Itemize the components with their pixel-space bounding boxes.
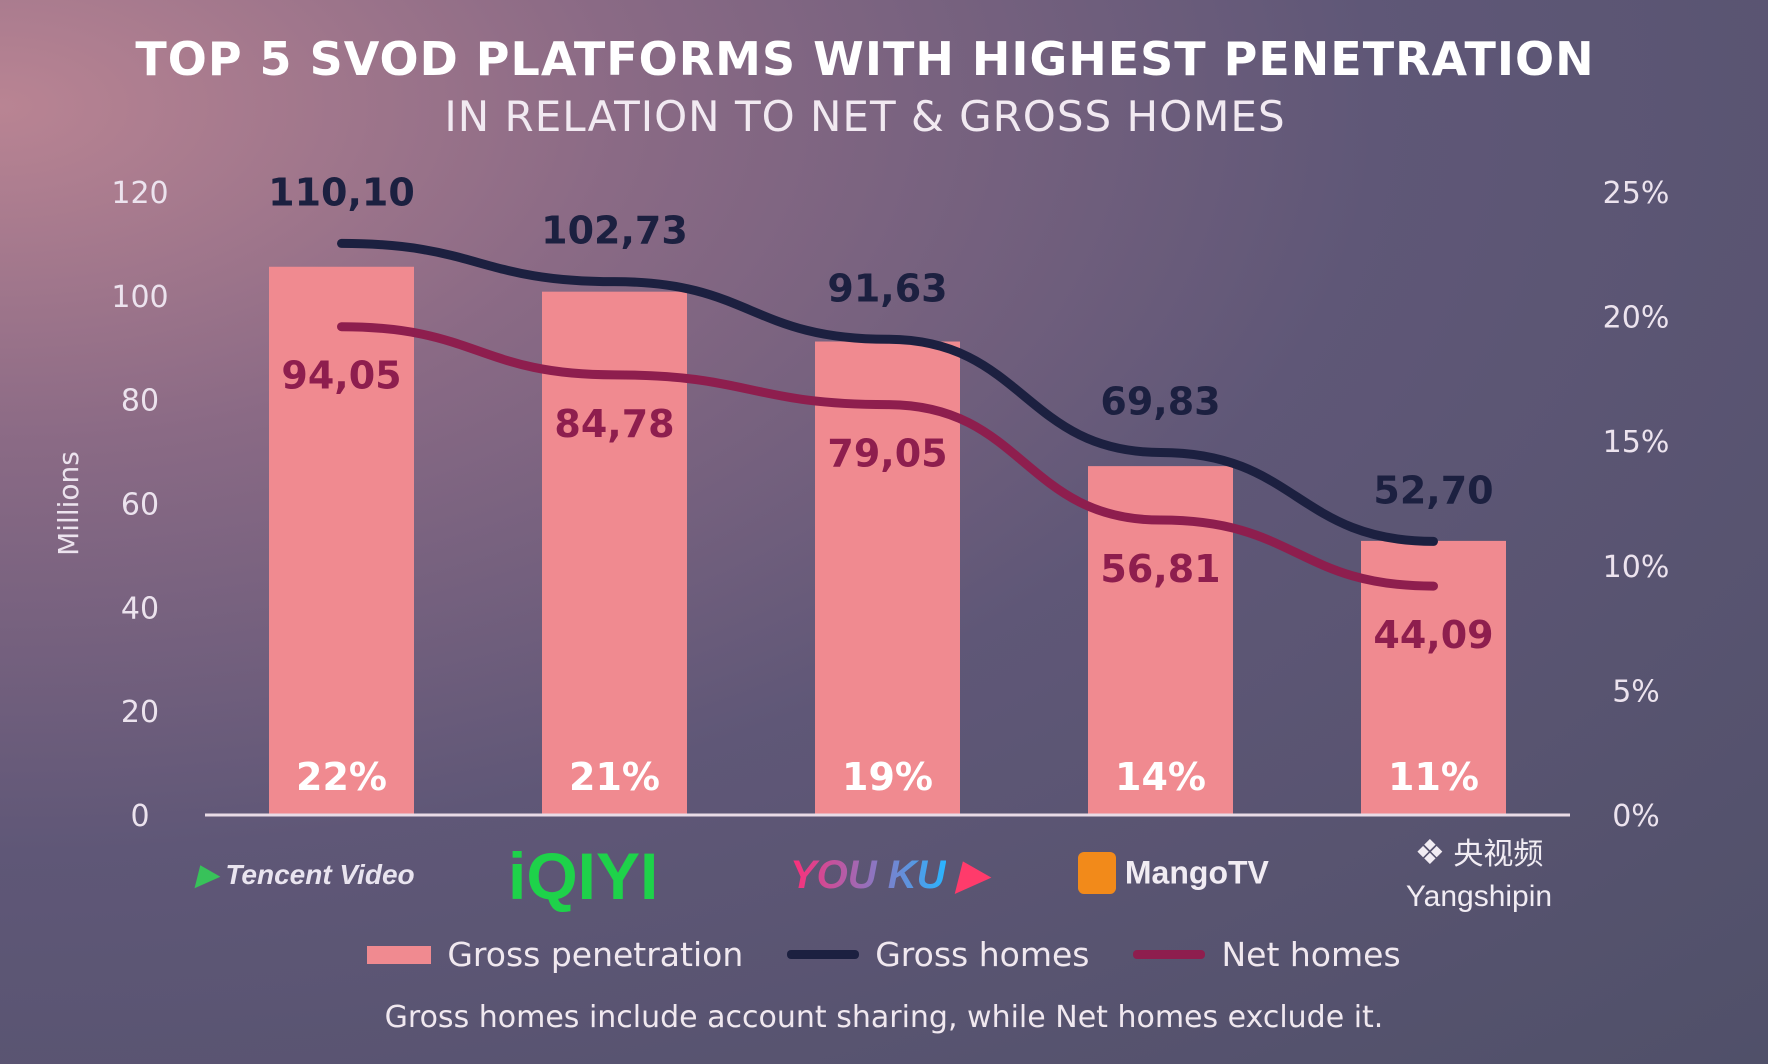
logo-iqiyi: iQIYI [508, 838, 658, 914]
logo-yangshipin: ❖ 央视频 Yangshipin [1384, 832, 1574, 918]
y-tick-label: 80 [121, 384, 159, 419]
bar-label: 21% [569, 755, 660, 799]
gross-homes-label: 91,63 [827, 266, 947, 310]
legend-item-gross-homes: Gross homes [787, 935, 1089, 974]
net-homes-label: 44,09 [1373, 613, 1493, 657]
gross-homes-label: 102,73 [541, 209, 688, 253]
y-tick-label: 0 [130, 799, 149, 834]
gross-homes-label: 69,83 [1100, 379, 1220, 423]
logo-tencent-text: Tencent Video [225, 859, 415, 890]
y2-tick-label: 20% [1603, 301, 1670, 336]
net-homes-label: 84,78 [554, 402, 674, 446]
yangshipin-diamond-icon: ❖ [1414, 834, 1446, 872]
logo-mangotv: MangoTV [1078, 852, 1269, 894]
y-tick-label: 20 [121, 695, 159, 730]
legend-item-net-homes: Net homes [1133, 935, 1401, 974]
legend-swatch-net-homes [1133, 950, 1206, 959]
net-homes-label: 79,05 [827, 432, 947, 476]
y-tick-label: 60 [121, 488, 159, 523]
y2-tick-label: 10% [1603, 550, 1670, 585]
bar-label: 19% [842, 755, 933, 799]
legend-label-gross-penetration: Gross penetration [447, 935, 744, 974]
y2-tick-label: 0% [1612, 799, 1660, 834]
legend-swatch-gross-homes [787, 950, 860, 959]
play-arrow-icon: ▶ [956, 853, 988, 897]
bar-gross-penetration [269, 266, 414, 815]
play-icon: ▶ [196, 859, 218, 890]
gross-homes-label: 52,70 [1373, 468, 1493, 512]
bar-label: 11% [1388, 755, 1479, 799]
footnote: Gross homes include account sharing, whi… [384, 1000, 1384, 1035]
y-tick-label: 100 [111, 280, 168, 315]
bar-label: 22% [296, 755, 387, 799]
legend-item-gross-penetration: Gross penetration [367, 935, 743, 974]
y2-tick-label: 5% [1612, 674, 1660, 709]
legend: Gross penetration Gross homes Net homes [0, 935, 1768, 974]
chart-subtitle: IN RELATION TO NET & GROSS HOMES [444, 92, 1286, 141]
logo-yangshipin-text: 央视频 Yangshipin [1405, 838, 1553, 913]
legend-label-gross-homes: Gross homes [875, 935, 1090, 974]
logo-tencent-video: ▶ Tencent Video [196, 858, 415, 891]
gross-homes-label: 110,10 [268, 170, 415, 214]
legend-label-net-homes: Net homes [1221, 935, 1401, 974]
logo-youku: YOU KU ▶ [790, 852, 987, 898]
line-net-homes [337, 322, 1438, 591]
bar-gross-penetration [815, 341, 960, 815]
logo-iqiyi-text: iQIYI [508, 839, 659, 913]
y2-tick-label: 25% [1603, 176, 1670, 211]
chart-title: TOP 5 SVOD PLATFORMS WITH HIGHEST PENETR… [135, 32, 1595, 86]
legend-swatch-gross-penetration [367, 945, 432, 964]
bar-label: 14% [1115, 755, 1206, 799]
net-homes-label: 94,05 [281, 354, 401, 398]
line-gross-homes [337, 238, 1438, 546]
mango-icon [1078, 852, 1116, 894]
logo-mangotv-text: MangoTV [1124, 854, 1269, 891]
y-axis-label: Millions [52, 451, 85, 556]
y2-tick-label: 15% [1603, 425, 1670, 460]
y-tick-label: 120 [111, 176, 168, 211]
y-tick-label: 40 [121, 591, 159, 626]
logo-youku-text: YOU KU [790, 853, 946, 897]
net-homes-label: 56,81 [1100, 547, 1220, 591]
